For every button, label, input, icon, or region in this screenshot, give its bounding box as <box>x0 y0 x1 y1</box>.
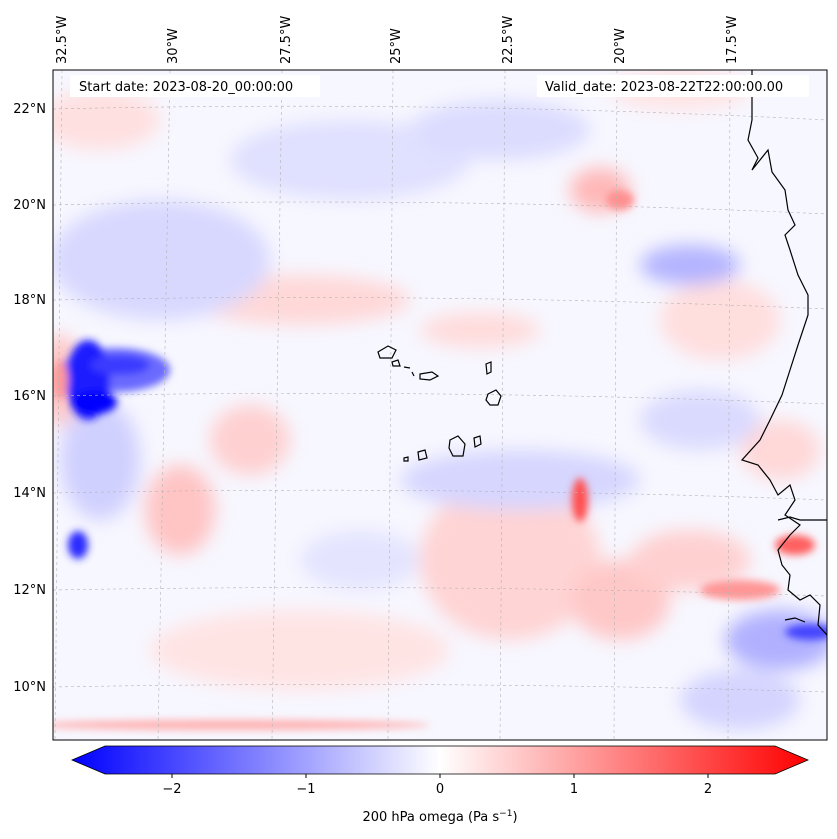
lon-label: 30°W <box>166 28 181 64</box>
lon-label: 32.5°W <box>55 16 70 64</box>
valid-date-box: Valid_date: 2023-08-22T22:00:00.00 <box>537 75 809 97</box>
lat-label: 22°N <box>13 102 46 117</box>
lon-label: 22.5°W <box>501 16 516 64</box>
map-frame <box>52 69 828 741</box>
lat-label: 18°N <box>13 293 46 308</box>
colorbar-tick-label: 0 <box>436 782 444 797</box>
lon-label: 17.5°W <box>725 16 740 64</box>
coastline <box>740 70 827 636</box>
lat-label: 20°N <box>13 198 46 213</box>
lon-label: 20°W <box>613 28 628 64</box>
colorbar: −2 −1 0 1 2 200 hPa omega (Pa s−1) <box>70 745 810 825</box>
colorbar-tick-label: −1 <box>296 782 315 797</box>
start-date-box: Start date: 2023-08-20_00:00:00 <box>70 75 320 97</box>
lat-label: 14°N <box>13 486 46 501</box>
lat-label: 12°N <box>13 583 46 598</box>
lat-label: 10°N <box>13 680 46 695</box>
colorbar-tick-label: −2 <box>162 782 181 797</box>
lon-label: 25°W <box>389 28 404 64</box>
colorbar-ticks: −2 −1 0 1 2 <box>162 774 712 797</box>
cape-verde-islands <box>377 345 502 462</box>
omega-field <box>53 70 827 740</box>
gridlines <box>53 70 827 740</box>
colorbar-tick-label: 2 <box>704 782 712 797</box>
valid-date-label: Valid_date: 2023-08-22T22:00:00.00 <box>545 80 783 95</box>
lat-labels: 22°N 20°N 18°N 16°N 14°N 12°N 10°N <box>13 102 46 695</box>
lat-label: 16°N <box>13 389 46 404</box>
colorbar-label: 200 hPa omega (Pa s−1) <box>362 809 517 825</box>
start-date-label: Start date: 2023-08-20_00:00:00 <box>79 80 293 95</box>
colorbar-tick-label: 1 <box>570 782 578 797</box>
lon-label: 27.5°W <box>279 16 294 64</box>
colorbar-bar <box>70 745 810 775</box>
lon-labels: 32.5°W 30°W 27.5°W 25°W 22.5°W 20°W 17.5… <box>55 16 740 64</box>
